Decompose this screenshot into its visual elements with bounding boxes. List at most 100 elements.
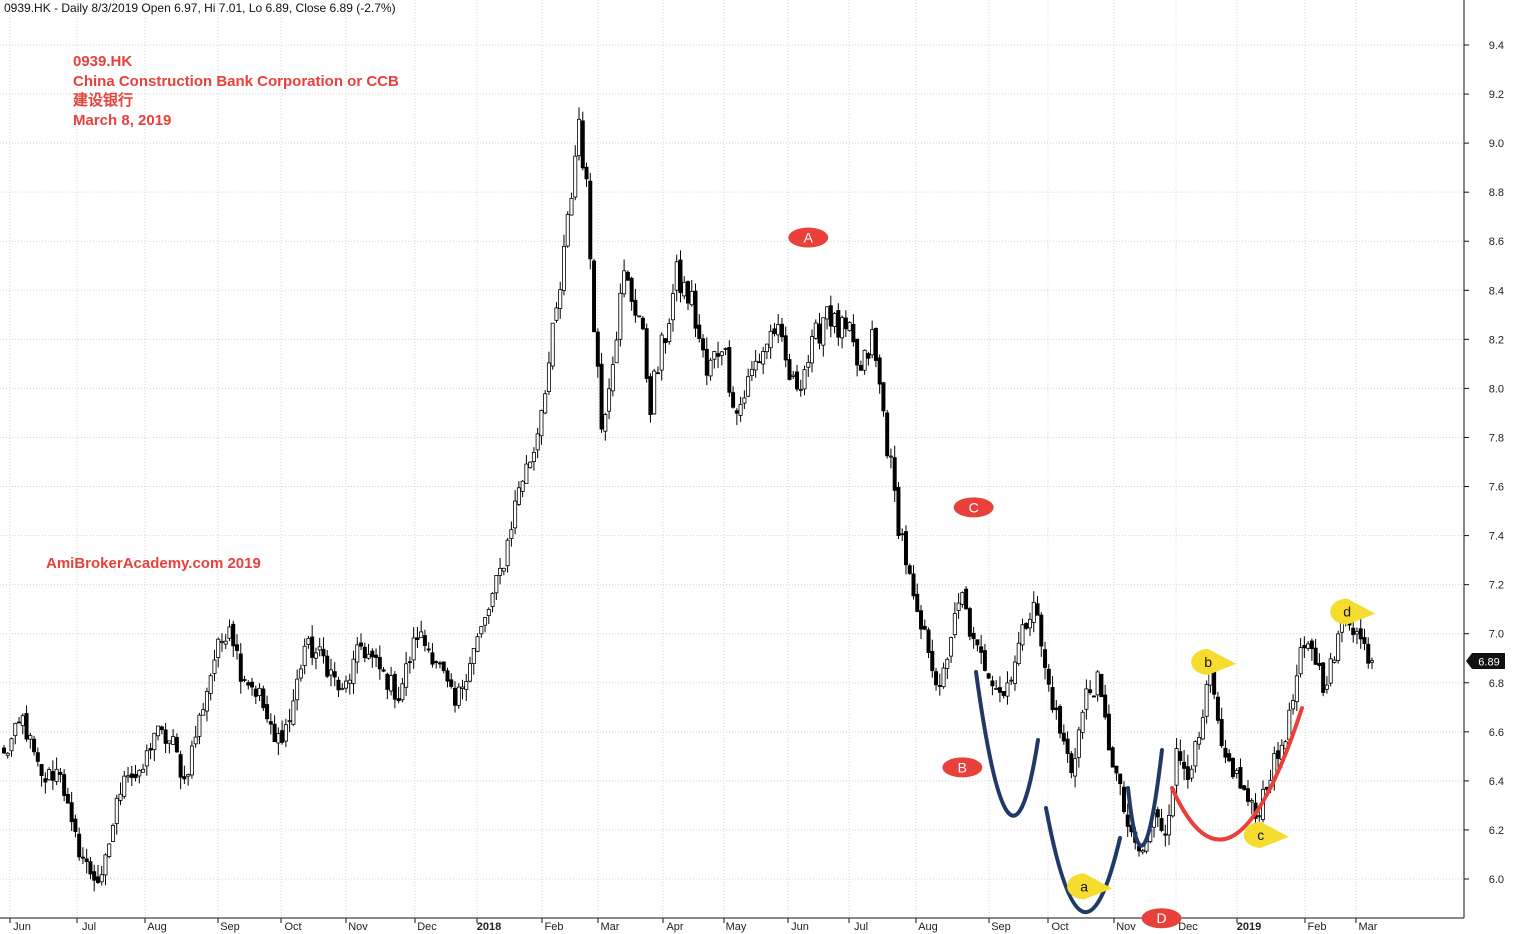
- candle-down: [727, 347, 732, 393]
- candle-up: [13, 722, 18, 737]
- candle-up: [1287, 709, 1292, 741]
- candle-down: [640, 317, 645, 330]
- candle-down: [1362, 637, 1367, 645]
- candle-down: [922, 625, 927, 630]
- candle-up: [994, 687, 999, 690]
- candle-down: [900, 533, 905, 536]
- marker-badge: [788, 227, 829, 248]
- x-tick-label: Oct: [1051, 921, 1068, 933]
- y-tick-label: 8.0: [1489, 383, 1504, 395]
- candle-down: [265, 704, 270, 720]
- candle-down: [1302, 645, 1307, 649]
- candle-down: [374, 654, 379, 658]
- candle-down: [866, 353, 871, 359]
- candle-down: [129, 773, 134, 778]
- candle-down: [633, 299, 638, 316]
- candle-down: [178, 754, 183, 778]
- candle-down: [159, 726, 164, 731]
- candle-up: [118, 793, 123, 801]
- candle-up: [468, 663, 473, 682]
- candle-down: [836, 310, 841, 338]
- candle-down: [43, 778, 48, 783]
- x-tick-label: Sep: [220, 921, 240, 933]
- candle-up: [287, 720, 292, 723]
- candle-down: [92, 871, 97, 881]
- candle-up: [317, 646, 322, 651]
- candle-down: [415, 637, 420, 640]
- candle-down: [1024, 623, 1029, 629]
- candle-up: [622, 270, 627, 295]
- candle-down: [430, 652, 435, 665]
- candle-up: [137, 770, 142, 777]
- candle-up: [54, 768, 59, 782]
- candle-down: [73, 818, 78, 832]
- candle-up: [193, 736, 198, 745]
- watermark-text: AmiBrokerAcademy.com 2019: [46, 555, 261, 572]
- candle-up: [498, 567, 503, 576]
- candle-up: [306, 637, 311, 645]
- candle-down: [1091, 695, 1096, 698]
- candle-up: [546, 362, 551, 392]
- candle-down: [855, 338, 860, 366]
- marker-C: C: [953, 497, 994, 518]
- candle-down: [95, 876, 100, 883]
- candle-up: [806, 362, 811, 368]
- marker-label: d: [1343, 604, 1351, 620]
- x-tick-label: Nov: [348, 921, 368, 933]
- candle-down: [907, 565, 912, 574]
- candle-up: [761, 351, 766, 365]
- candle-up: [216, 638, 221, 658]
- candle-up: [208, 675, 213, 694]
- cup-curve-c: [1170, 706, 1304, 842]
- candle-up: [1020, 624, 1025, 646]
- candle-down: [2, 747, 6, 754]
- candle-down: [964, 588, 969, 610]
- candle-down: [873, 327, 878, 361]
- candle-up: [404, 663, 409, 688]
- candle-up: [505, 539, 510, 567]
- candle-down: [926, 629, 931, 653]
- candle-down: [599, 363, 604, 430]
- candle-down: [422, 635, 427, 646]
- candle-up: [1016, 642, 1021, 665]
- candle-down: [437, 662, 442, 665]
- candle-up: [227, 626, 232, 639]
- marker-d: d: [1330, 598, 1376, 625]
- candle-up: [122, 775, 127, 797]
- candle-down: [1069, 753, 1074, 774]
- candle-down: [1114, 765, 1119, 774]
- marker-badge: [942, 757, 983, 778]
- candle-up: [456, 686, 461, 706]
- x-tick-label: Mar: [1359, 921, 1378, 933]
- x-tick-label: Jun: [791, 921, 809, 933]
- candle-up: [1095, 671, 1100, 696]
- candle-down: [1058, 705, 1063, 734]
- candle-up: [295, 678, 300, 701]
- candle-up: [167, 740, 172, 744]
- x-tick-label: Aug: [918, 921, 938, 933]
- candle-down: [359, 642, 364, 647]
- candle-up: [20, 715, 25, 727]
- candle-down: [881, 382, 886, 412]
- candle-down: [1230, 757, 1235, 778]
- candle-up: [126, 775, 131, 778]
- candle-down: [1317, 662, 1322, 666]
- candle-up: [1167, 814, 1172, 836]
- candle-up: [156, 725, 161, 737]
- candle-up: [825, 306, 830, 320]
- candle-down: [817, 323, 822, 344]
- candle-up: [832, 313, 837, 327]
- candle-down: [62, 774, 67, 796]
- candle-up: [1197, 736, 1202, 745]
- candle-up: [298, 668, 303, 679]
- candle-down: [783, 335, 788, 361]
- candle-up: [347, 679, 352, 684]
- marker-bubble: [1067, 873, 1113, 900]
- x-tick-label: 2019: [1237, 921, 1261, 933]
- candle-up: [558, 289, 563, 309]
- y-tick-label: 7.0: [1489, 629, 1504, 641]
- x-tick-label: Dec: [1178, 921, 1198, 933]
- candle-down: [1351, 627, 1356, 636]
- candle-down: [851, 324, 856, 343]
- candle-down: [629, 277, 634, 302]
